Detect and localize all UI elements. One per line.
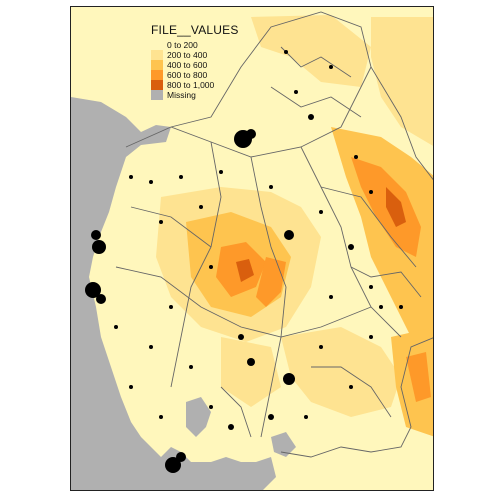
settlement-point xyxy=(294,90,298,94)
settlement-point xyxy=(354,155,358,159)
pennines-400 xyxy=(331,127,433,337)
district-10 xyxy=(220,386,252,438)
settlement-point xyxy=(349,385,353,389)
southeast-peak xyxy=(406,352,431,402)
settlement-point xyxy=(219,170,223,174)
district-7 xyxy=(270,86,362,118)
legend-label: Missing xyxy=(167,90,196,100)
legend-label: 400 to 600 xyxy=(167,60,208,70)
legend-swatch xyxy=(151,50,163,60)
district-3 xyxy=(250,156,287,438)
settlement-point xyxy=(246,129,256,139)
settlement-point xyxy=(369,335,373,339)
legend-item: 0 to 200 xyxy=(151,40,239,50)
settlement-point xyxy=(379,305,383,309)
settlement-point xyxy=(159,220,163,224)
settlement-point xyxy=(369,285,373,289)
sea-estuary xyxy=(271,432,296,457)
legend-item: 600 to 800 xyxy=(151,70,239,80)
sea-areas xyxy=(71,97,296,490)
legend-swatch xyxy=(151,80,163,90)
settlement-point xyxy=(348,244,354,250)
legend-swatch xyxy=(151,90,163,100)
fells-800-b xyxy=(256,257,286,307)
legend-swatch xyxy=(151,60,163,70)
district-8 xyxy=(320,186,417,268)
map-canvas[interactable] xyxy=(71,7,434,491)
sea-west xyxy=(71,97,276,490)
legend-title: FILE__VALUES xyxy=(151,23,239,37)
settlement-cluster-whitehaven xyxy=(85,282,101,298)
district-12 xyxy=(350,266,422,298)
settlement-point xyxy=(179,175,183,179)
elevation-layer xyxy=(156,15,433,437)
district-2 xyxy=(170,141,222,388)
legend-label: 600 to 800 xyxy=(167,70,208,80)
district-9 xyxy=(311,366,392,418)
upland-northeast xyxy=(371,17,433,146)
settlement-point xyxy=(284,50,288,54)
settlement-point xyxy=(149,345,153,349)
settlement-point xyxy=(159,415,163,419)
district-4 xyxy=(300,146,402,338)
settlement-cluster-penrith xyxy=(284,230,294,240)
south-upland xyxy=(281,327,401,417)
settlement-point xyxy=(319,210,323,214)
legend-label: 800 to 1,000 xyxy=(167,80,215,90)
district-5 xyxy=(130,206,212,248)
settlement-point xyxy=(176,452,186,462)
legend-item: 800 to 1,000 xyxy=(151,80,239,90)
legend-swatch xyxy=(151,40,163,50)
settlement-point xyxy=(319,345,323,349)
legend-label: 0 to 200 xyxy=(167,40,198,50)
settlement-point xyxy=(129,175,133,179)
settlement-point xyxy=(399,305,403,309)
map-legend: FILE__VALUES 0 to 200 200 to 400 400 to … xyxy=(151,23,239,100)
settlement-point xyxy=(209,265,213,269)
settlement-point xyxy=(247,358,255,366)
settlement-point xyxy=(269,185,273,189)
settlement-cluster-barrow xyxy=(165,457,181,473)
district-1 xyxy=(170,66,372,158)
legend-item: Missing xyxy=(151,90,239,100)
settlement-point xyxy=(209,405,213,409)
settlement-point xyxy=(304,415,308,419)
point-layer xyxy=(85,50,403,473)
settlement-point xyxy=(369,190,373,194)
settlement-point xyxy=(114,325,118,329)
county-outline xyxy=(125,11,433,458)
legend-item: 200 to 400 xyxy=(151,50,239,60)
settlement-point xyxy=(268,414,274,420)
settlement-point xyxy=(199,205,203,209)
legend-swatch xyxy=(151,70,163,80)
settlement-point xyxy=(238,334,244,340)
legend-item: 400 to 600 xyxy=(151,60,239,70)
map-frame: FILE__VALUES 0 to 200 200 to 400 400 to … xyxy=(70,6,434,491)
settlement-point xyxy=(169,305,173,309)
district-6 xyxy=(115,266,372,338)
settlement-point xyxy=(96,294,106,304)
settlement-point xyxy=(329,65,333,69)
sea-bay xyxy=(186,397,211,437)
boundary-lines xyxy=(115,11,433,458)
pennines-800 xyxy=(386,187,406,227)
settlement-point xyxy=(149,180,153,184)
settlement-cluster-kendal xyxy=(283,373,295,385)
district-11 xyxy=(280,46,352,78)
settlement-cluster-workington xyxy=(92,240,106,254)
south-400 xyxy=(221,337,281,407)
settlement-point xyxy=(228,424,234,430)
settlement-point xyxy=(308,114,314,120)
fells-top xyxy=(236,259,254,282)
settlement-point xyxy=(91,230,101,240)
settlement-point xyxy=(129,385,133,389)
upland-north xyxy=(251,15,371,87)
settlement-point xyxy=(189,365,193,369)
settlement-point xyxy=(329,295,333,299)
legend-label: 200 to 400 xyxy=(167,50,208,60)
